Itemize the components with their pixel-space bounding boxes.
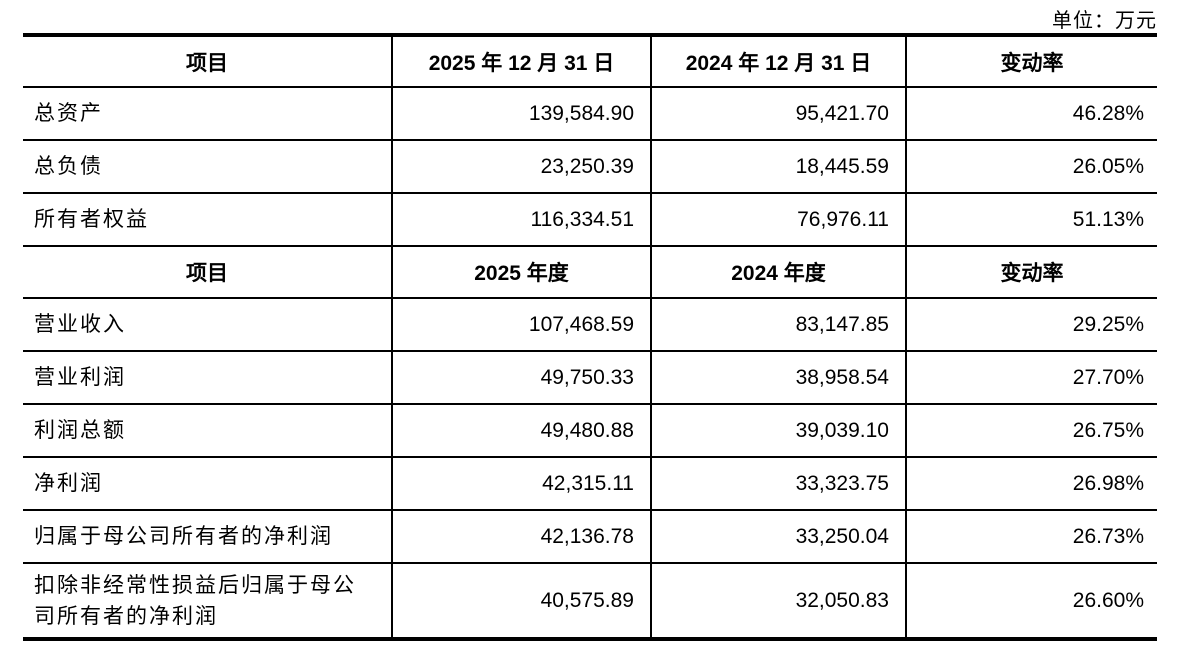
value-prior-period: 38,958.54 [650, 350, 907, 405]
row-label: 营业收入 [23, 297, 393, 352]
value-current-period: 107,468.59 [391, 297, 652, 352]
change-rate: 29.25% [905, 297, 1157, 352]
row-label: 扣除非经常性损益后归属于母公司所有者的净利润 [23, 562, 393, 640]
change-rate: 26.98% [905, 456, 1157, 511]
table-row: 总资产 139,584.90 95,421.70 46.28% [23, 86, 1157, 141]
change-rate: 26.60% [905, 562, 1157, 640]
change-rate: 26.73% [905, 509, 1157, 564]
column-header: 变动率 [905, 245, 1157, 299]
table-row: 营业利润 49,750.33 38,958.54 27.70% [23, 350, 1157, 405]
financial-table-body: 项目 2025 年 12 月 31 日 2024 年 12 月 31 日变动率 总资产… [23, 34, 1157, 640]
row-label: 利润总额 [23, 403, 393, 458]
value-prior-period: 32,050.83 [650, 562, 907, 640]
value-prior-period: 18,445.59 [650, 139, 907, 194]
value-current-period: 49,750.33 [391, 350, 652, 405]
row-label: 总负债 [23, 139, 393, 194]
change-rate: 26.75% [905, 403, 1157, 458]
column-header: 2024 年 12 月 31 日 [650, 34, 907, 88]
column-header: 2025 年度 [391, 245, 652, 299]
value-current-period: 40,575.89 [391, 562, 652, 640]
row-label: 净利润 [23, 456, 393, 511]
header-row: 项目 2025 年 12 月 31 日 2024 年 12 月 31 日变动率 [23, 34, 1157, 88]
value-current-period: 23,250.39 [391, 139, 652, 194]
value-prior-period: 83,147.85 [650, 297, 907, 352]
value-current-period: 139,584.90 [391, 86, 652, 141]
row-label: 营业利润 [23, 350, 393, 405]
row-label: 所有者权益 [23, 192, 393, 247]
value-prior-period: 33,323.75 [650, 456, 907, 511]
table-row: 扣除非经常性损益后归属于母公司所有者的净利润 40,575.89 32,050.83… [23, 562, 1157, 640]
value-current-period: 42,136.78 [391, 509, 652, 564]
value-prior-period: 39,039.10 [650, 403, 907, 458]
value-prior-period: 76,976.11 [650, 192, 907, 247]
change-rate: 46.28% [905, 86, 1157, 141]
value-current-period: 116,334.51 [391, 192, 652, 247]
column-header: 变动率 [905, 34, 1157, 88]
value-current-period: 42,315.11 [391, 456, 652, 511]
table-row: 所有者权益 116,334.51 76,976.11 51.13% [23, 192, 1157, 247]
column-header: 2024 年度 [650, 245, 907, 299]
row-label: 归属于母公司所有者的净利润 [23, 509, 393, 564]
change-rate: 51.13% [905, 192, 1157, 247]
value-prior-period: 95,421.70 [650, 86, 907, 141]
change-rate: 26.05% [905, 139, 1157, 194]
table-row: 利润总额 49,480.88 39,039.10 26.75% [23, 403, 1157, 458]
table-row: 净利润 42,315.11 33,323.75 26.98% [23, 456, 1157, 511]
column-header: 2025 年 12 月 31 日 [391, 34, 652, 88]
column-header: 项目 [23, 245, 393, 299]
column-header: 项目 [23, 34, 393, 88]
unit-label: 单位：万元 [1052, 10, 1157, 32]
value-current-period: 49,480.88 [391, 403, 652, 458]
value-prior-period: 33,250.04 [650, 509, 907, 564]
table-row: 总负债 23,250.39 18,445.59 26.05% [23, 139, 1157, 194]
table-row: 营业收入 107,468.59 83,147.85 29.25% [23, 297, 1157, 352]
change-rate: 27.70% [905, 350, 1157, 405]
row-label: 总资产 [23, 86, 393, 141]
financial-table: 项目 2025 年 12 月 31 日 2024 年 12 月 31 日变动率 总资产… [23, 33, 1157, 641]
table-row: 归属于母公司所有者的净利润 42,136.78 33,250.04 26.73% [23, 509, 1157, 564]
header-row: 项目 2025 年度 2024 年度 变动率 [23, 245, 1157, 299]
